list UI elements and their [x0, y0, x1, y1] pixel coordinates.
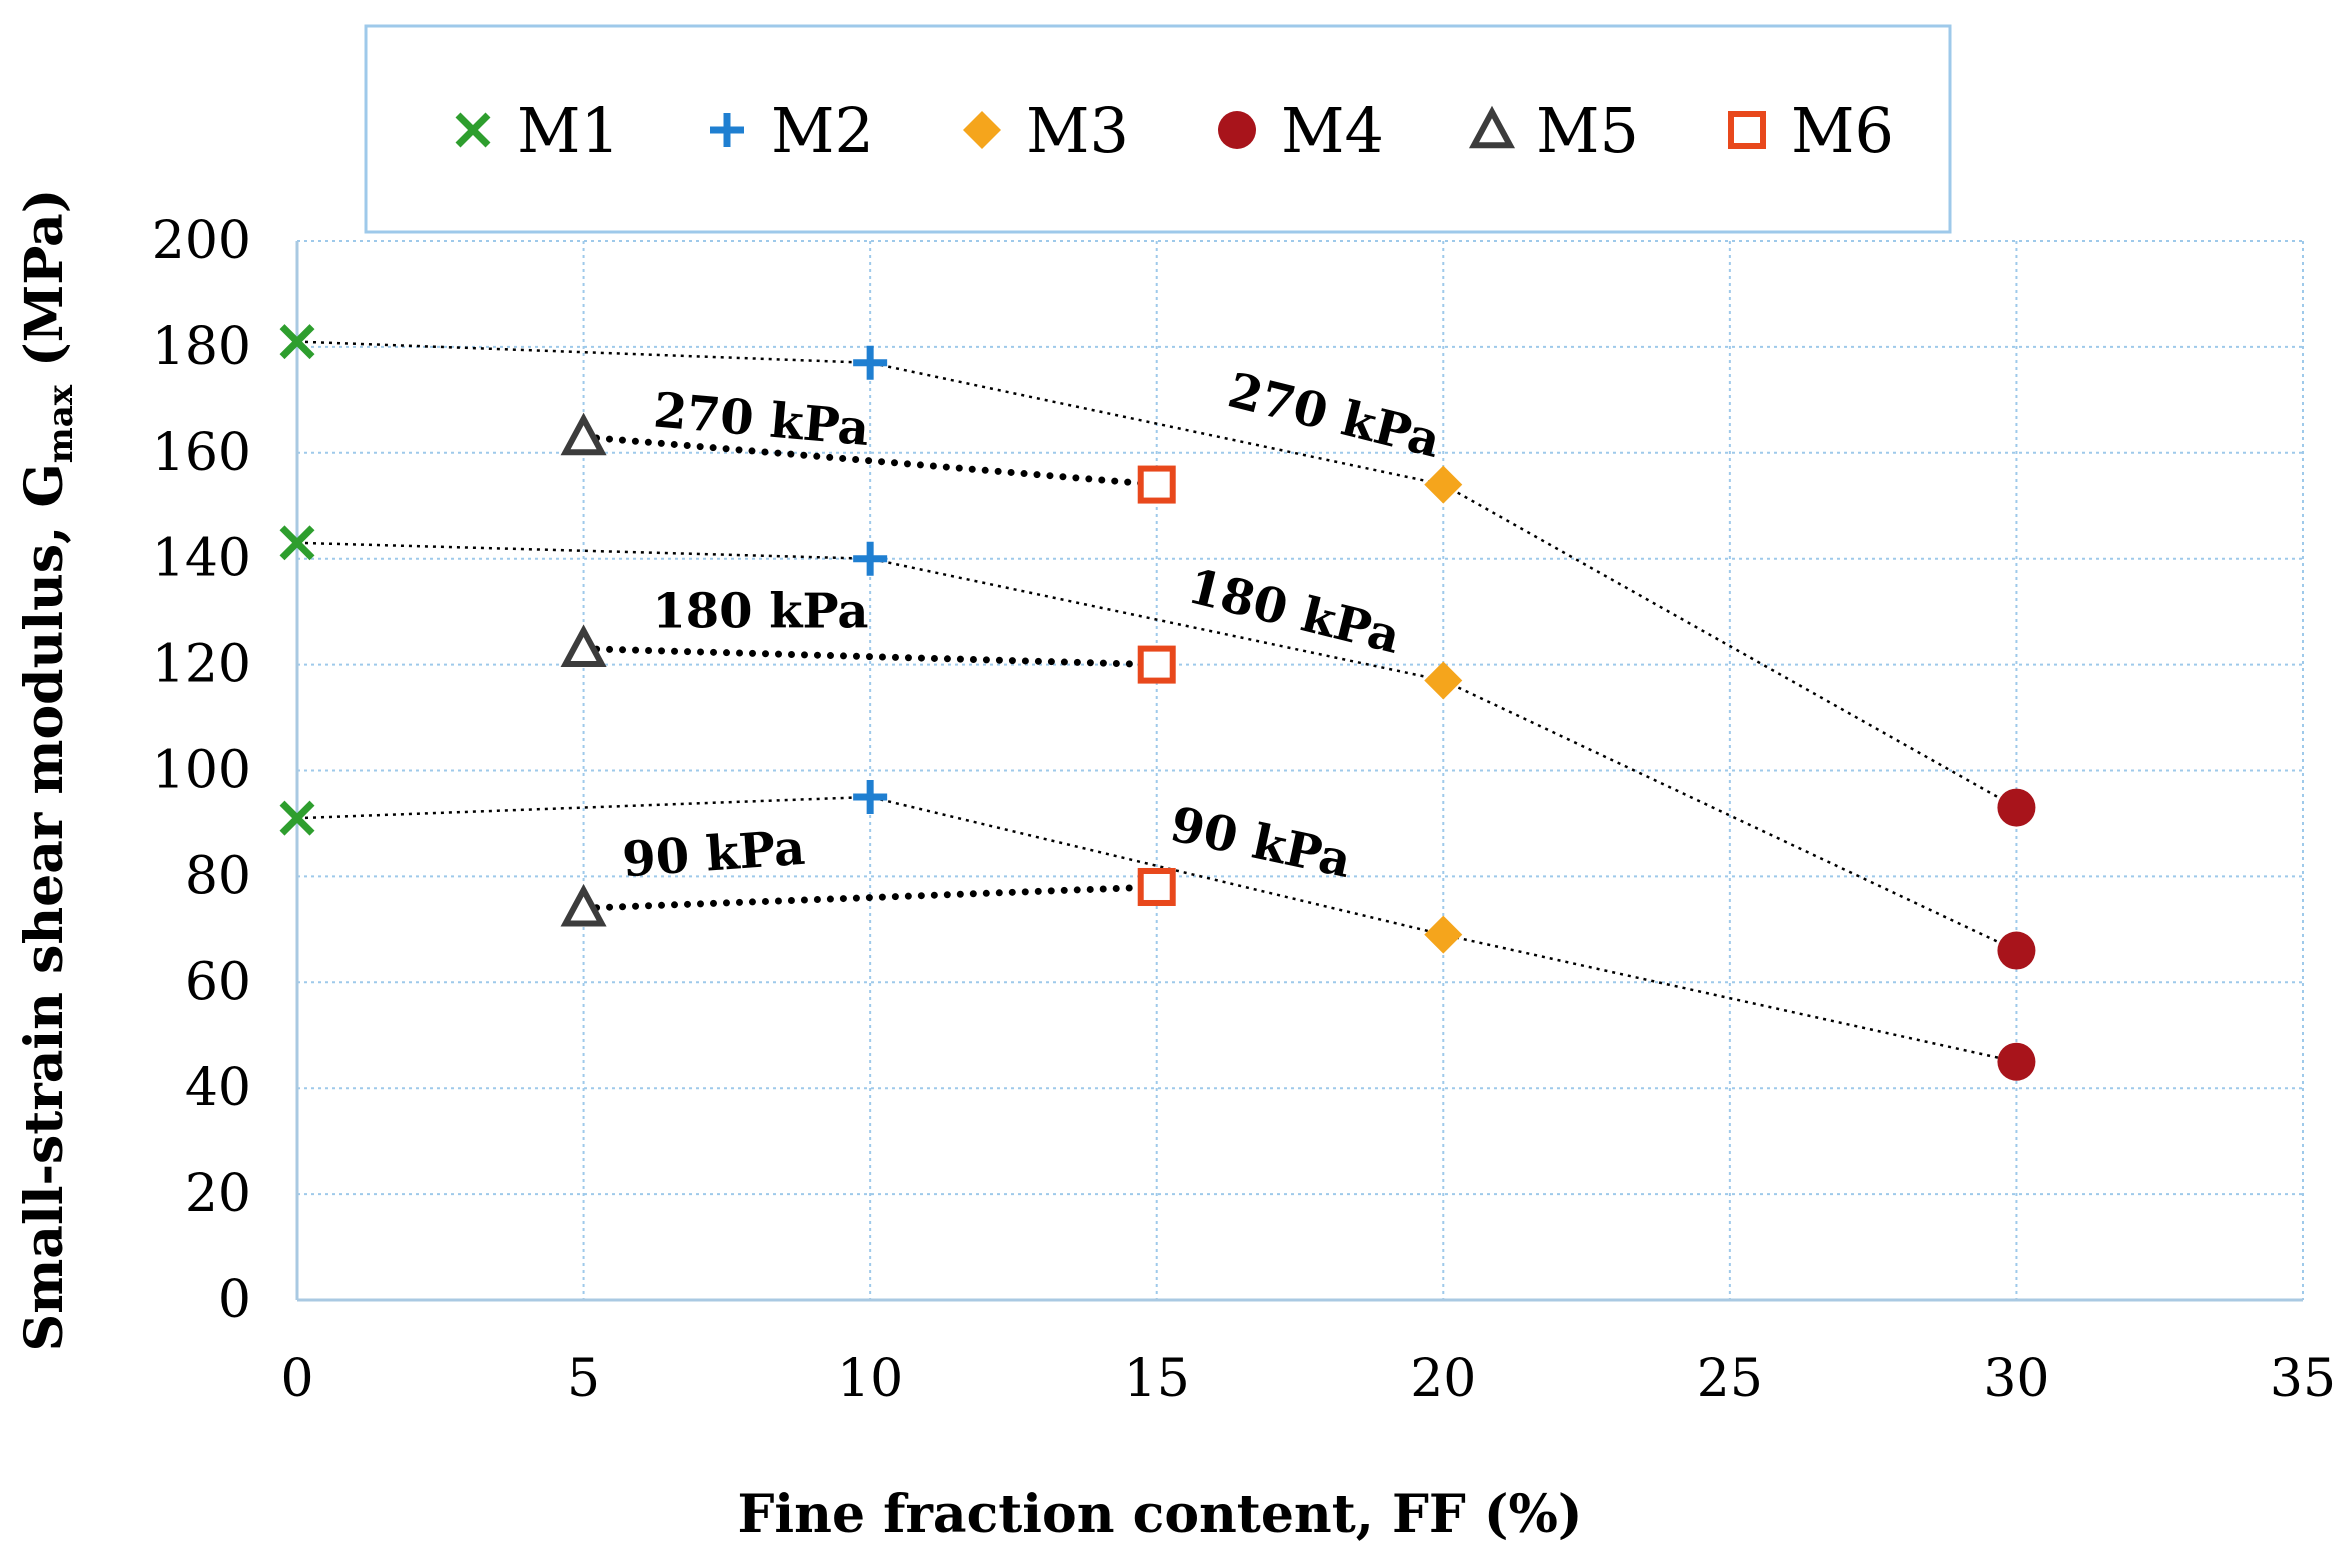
- x-marker-stroke: [279, 525, 315, 561]
- data-point-m1: [279, 324, 315, 360]
- legend-label: M5: [1536, 94, 1639, 167]
- marker-square: [1728, 111, 1766, 149]
- legend-item-m1: M1: [455, 94, 620, 167]
- data-point-m3: [1424, 915, 1463, 954]
- data-point-m6: [1137, 645, 1176, 684]
- triangle-shape: [560, 883, 607, 927]
- legend-box: [364, 24, 1952, 234]
- legend-label: M1: [517, 94, 620, 167]
- x-marker-stroke: [455, 112, 491, 148]
- data-markers: [279, 324, 2036, 1081]
- trend-line: [296, 541, 2017, 952]
- square-shape: [1137, 867, 1176, 906]
- legend-label: M6: [1791, 94, 1894, 167]
- y-axis-title-main: Small-strain shear modulus, G: [14, 463, 75, 1351]
- marker-diamond: [963, 111, 1001, 149]
- marker-triangle: [1468, 105, 1516, 149]
- data-point-m6: [1137, 465, 1176, 504]
- legend-item-m4: M4: [1218, 94, 1384, 167]
- x-tick-label: 5: [567, 1349, 600, 1409]
- trend-line: [580, 883, 1161, 912]
- y-tick-label: 80: [185, 846, 251, 906]
- y-tick-label: 140: [152, 529, 251, 589]
- pressure-annotation: 90 kPa: [621, 820, 807, 889]
- circle-shape: [1997, 788, 2036, 827]
- legend: M1 M2 M3 M4 M5 M6: [364, 24, 1952, 234]
- data-point-m2: [853, 779, 888, 814]
- data-point-m1: [279, 800, 315, 836]
- x-tick-label: 0: [280, 1349, 313, 1409]
- legend-label: M2: [771, 94, 874, 167]
- x-tick-label: 15: [1124, 1349, 1190, 1409]
- x-tick-label: 30: [1983, 1349, 2049, 1409]
- legend-item-m3: M3: [963, 94, 1129, 167]
- tick-labels: 0 20 40 60 80 100 120 140 160 180 200 0 5 10 15 20 25 30 3…: [152, 211, 2336, 1409]
- legend-item-m5: M5: [1468, 94, 1639, 167]
- circle-shape: [1997, 931, 2036, 970]
- data-point-m3: [1424, 465, 1463, 504]
- y-tick-label: 60: [185, 952, 251, 1012]
- x-tick-label: 20: [1410, 1349, 1476, 1409]
- data-point-m5: [560, 624, 607, 668]
- data-point-m2: [853, 345, 888, 380]
- data-point-m1: [279, 525, 315, 561]
- x-tick-label: 25: [1697, 1349, 1763, 1409]
- y-tick-label: 0: [218, 1270, 251, 1330]
- triangle-shape: [560, 412, 607, 456]
- legend-item-m6: M6: [1728, 94, 1894, 167]
- data-point-m3: [1424, 661, 1463, 700]
- data-point-m5: [560, 412, 607, 456]
- x-axis-title: Fine fraction content, FF (%): [738, 1484, 1583, 1545]
- x-marker-stroke: [279, 324, 315, 360]
- legend-item-m2: M2: [710, 94, 874, 167]
- square-shape: [1728, 111, 1766, 149]
- legend-label: M4: [1281, 94, 1384, 167]
- x-tick-label: 10: [837, 1349, 903, 1409]
- y-tick-label: 40: [185, 1058, 251, 1118]
- diamond-shape: [1424, 465, 1463, 504]
- marker-x: [455, 112, 491, 148]
- triangle-shape: [1468, 105, 1516, 149]
- trend-line: [580, 645, 1161, 669]
- pressure-annotation: 180 kPa: [652, 584, 868, 640]
- y-axis-title: Small-strain shear modulus, Gmax (MPa): [14, 189, 81, 1352]
- diamond-shape: [1424, 661, 1463, 700]
- x-tick-label: 35: [2270, 1349, 2336, 1409]
- marker-circle: [1218, 111, 1256, 149]
- legend-label: M3: [1026, 94, 1129, 167]
- y-axis-title-subscript: max: [41, 384, 81, 463]
- marker-plus: [710, 113, 744, 147]
- y-tick-label: 20: [185, 1164, 251, 1224]
- y-tick-label: 180: [152, 317, 251, 377]
- square-shape: [1137, 645, 1176, 684]
- data-point-m6: [1137, 867, 1176, 906]
- trend-line: [296, 340, 2018, 809]
- square-shape: [1137, 465, 1176, 504]
- y-tick-label: 200: [152, 211, 251, 271]
- trend-line: [580, 433, 1161, 489]
- trend-line: [296, 795, 2017, 1063]
- data-point-m4: [1997, 788, 2036, 827]
- diamond-shape: [1424, 915, 1463, 954]
- circle-shape: [1218, 111, 1256, 149]
- trend-lines: [296, 340, 2018, 1063]
- diamond-shape: [963, 111, 1001, 149]
- y-tick-label: 160: [152, 423, 251, 483]
- y-tick-label: 100: [152, 741, 251, 801]
- data-point-m5: [560, 883, 607, 927]
- triangle-shape: [560, 624, 607, 668]
- axes: [295, 241, 2303, 1302]
- data-point-m2: [853, 541, 888, 576]
- data-point-m4: [1997, 931, 2036, 970]
- y-axis-title-unit: (MPa): [14, 189, 75, 385]
- y-tick-label: 120: [152, 635, 251, 695]
- pressure-annotation: 180 kPa: [1182, 558, 1405, 665]
- x-marker-stroke: [279, 800, 315, 836]
- circle-shape: [1997, 1042, 2036, 1081]
- grid: [297, 240, 2304, 1300]
- data-point-m4: [1997, 1042, 2036, 1081]
